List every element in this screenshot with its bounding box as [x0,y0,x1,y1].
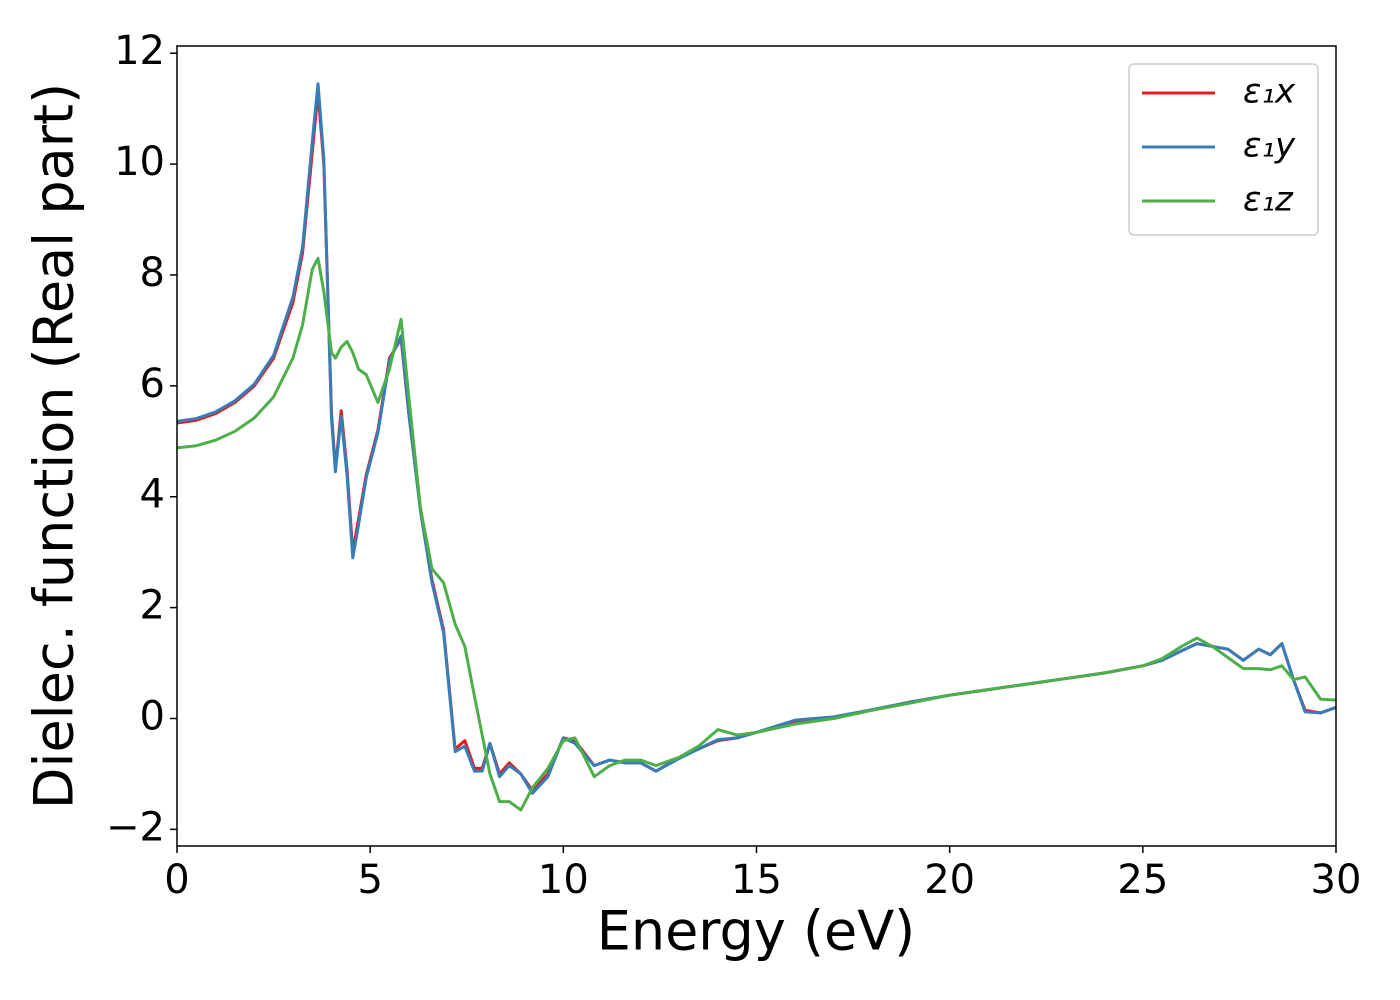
x-tick-label: 5 [357,857,382,903]
y-tick-label: −2 [106,804,165,850]
y-tick-label: 2 [140,583,165,629]
x-tick-label: 15 [731,857,782,903]
y-tick-label: 12 [114,28,165,74]
x-tick-label: 0 [164,857,189,903]
y-tick-label: 8 [140,250,165,296]
data-line [177,256,1336,812]
x-axis-label: Energy (eV) [597,900,916,963]
x-tick-label: 20 [924,857,975,903]
legend-label: ε₁x [1243,72,1296,112]
x-tick-label: 25 [1117,857,1168,903]
legend-label: ε₁z [1243,180,1294,220]
y-tick-label: 10 [114,139,165,185]
y-axis-label: Dielec. function (Real part) [23,83,86,809]
y-tick-label: 6 [140,361,165,407]
y-tick-label: 0 [140,693,165,739]
x-tick-label: 10 [538,857,589,903]
legend-label: ε₁y [1243,126,1296,166]
y-tick-label: 4 [140,472,165,518]
x-tick-label: 30 [1311,857,1362,903]
legend-box [1128,63,1319,236]
